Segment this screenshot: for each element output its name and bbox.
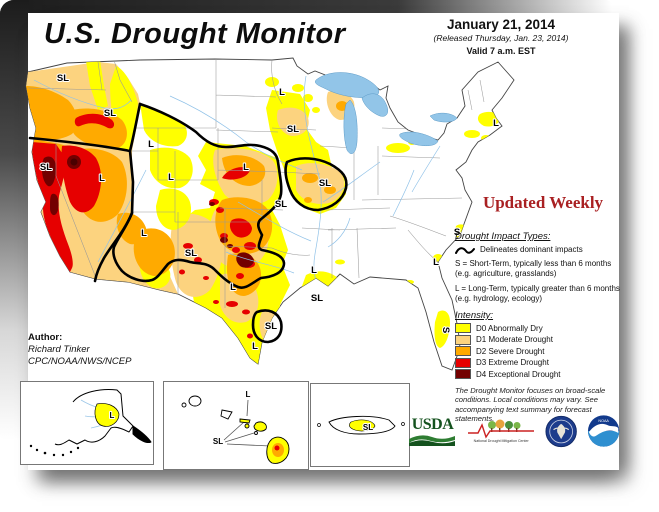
impact-legend: Drought Impact Types: Delineates dominan… — [455, 231, 627, 309]
legend-row-d4: D4 Exceptional Drought — [455, 369, 627, 379]
puerto-rico-d0-region — [349, 419, 376, 432]
ndmc-trees-icon — [468, 419, 535, 439]
alaska-labels: L — [109, 410, 116, 421]
commerce-seal-icon — [545, 415, 578, 447]
impact-label-s: S — [454, 227, 460, 238]
impact-label-sl: SL — [104, 108, 116, 119]
short-term-definition: S = Short-Term, typically less than 6 mo… — [455, 258, 612, 278]
d3-swatch — [455, 357, 471, 368]
state-borders — [27, 59, 485, 308]
frame-top-band — [0, 0, 612, 15]
updated-weekly-note: Updated Weekly — [482, 193, 604, 212]
impact-label-l: L — [99, 173, 105, 184]
release-date: (Released Thursday, Jan. 23, 2014) — [433, 32, 569, 43]
impact-label-l: L — [168, 172, 174, 183]
rivers — [33, 75, 441, 283]
impact-label-l: L — [279, 87, 285, 98]
impact-label-sl: SL — [185, 248, 197, 259]
impact-label-l: L — [243, 162, 249, 173]
impact-label-sl: SL — [213, 437, 223, 446]
impact-label-sl: SL — [275, 199, 287, 210]
impact-label-sl: SL — [287, 124, 299, 135]
d2-label: D2 Severe Drought — [476, 346, 545, 356]
noaa-logo: NOAA — [587, 415, 620, 447]
impact-label-l: L — [493, 118, 499, 129]
puerto-rico-labels: SL — [362, 422, 374, 433]
author-org: CPC/NOAA/NWS/NCEP — [28, 355, 132, 367]
valid-time: Valid 7 a.m. EST — [466, 46, 536, 57]
hawaii-labels: L SL — [212, 389, 252, 447]
usda-fields-icon — [409, 434, 456, 446]
impact-label-l: L — [141, 228, 147, 239]
disclaimer-note: The Drought Monitor focuses on broad-sca… — [455, 386, 606, 424]
delineation-squiggle-icon — [455, 247, 475, 254]
legend-row-d1: D1 Moderate Drought — [455, 334, 627, 345]
impact-legend-heading: Drought Impact Types: — [455, 231, 551, 242]
alaska-d0-region — [94, 403, 120, 427]
puerto-rico-inset: SL — [310, 383, 410, 467]
great-lakes — [315, 72, 458, 154]
impact-label-l: L — [148, 139, 154, 150]
impact-label-sl: SL — [363, 423, 373, 432]
date-block: January 21, 2014 (Released Thursday, Jan… — [428, 17, 574, 57]
agency-logos: USDA National Drought Mitigation Center — [408, 409, 620, 453]
author-heading: Author: — [28, 332, 63, 343]
impact-label-sl: SL — [40, 162, 52, 173]
legend-row-d2: D2 Severe Drought — [455, 346, 627, 356]
author-name: Richard Tinker — [28, 343, 90, 355]
author-block: Author: Richard Tinker CPC/NOAA/NWS/NCEP — [28, 332, 131, 368]
page-title: U.S. Drought Monitor — [44, 18, 346, 50]
ndmc-logo: National Drought Mitigation Center — [466, 419, 536, 444]
ndmc-caption: National Drought Mitigation Center — [473, 439, 529, 444]
alaska-inset: L — [20, 381, 154, 465]
frame-left-band — [0, 0, 29, 440]
d0-label: D0 Abnormally Dry — [476, 323, 543, 333]
impact-label-l: L — [252, 341, 258, 352]
impact-label-s: S — [440, 327, 451, 333]
impact-label-sl: SL — [57, 73, 69, 84]
d0-swatch — [455, 323, 471, 333]
impact-delineation-lines — [28, 102, 348, 344]
map-date: January 21, 2014 — [446, 17, 556, 32]
d4-swatch — [455, 369, 471, 379]
legend-row-d3: D3 Extreme Drought — [455, 357, 627, 368]
impact-label-l: L — [230, 282, 236, 293]
d4-regions — [41, 155, 254, 268]
impact-label-l: L — [311, 265, 317, 276]
d3-label: D3 Extreme Drought — [476, 358, 549, 367]
d1-swatch — [455, 334, 471, 345]
usda-logo: USDA — [408, 415, 457, 446]
impact-label-l: L — [433, 257, 439, 268]
legend-row-d0: D0 Abnormally Dry — [455, 323, 627, 333]
intensity-heading: Intensity: — [455, 310, 494, 321]
impact-label-l: L — [110, 411, 115, 420]
impact-label-sl: SL — [311, 293, 323, 304]
impact-label-sl: SL — [319, 178, 331, 189]
d1-label: D1 Moderate Drought — [476, 335, 553, 344]
intensity-legend: Intensity: D0 Abnormally Dry D1 Moderate… — [455, 310, 627, 381]
long-term-definition: L = Long-Term, typically greater than 6 … — [455, 283, 620, 303]
impact-label-l: L — [246, 390, 251, 399]
delineates-label: Delineates dominant impacts — [480, 244, 583, 254]
impact-label-sl: SL — [265, 321, 277, 332]
hawaii-inset: L SL — [163, 381, 309, 470]
noaa-logo-text: NOAA — [598, 419, 609, 423]
usda-logo-text: USDA — [411, 415, 454, 433]
d2-swatch — [455, 346, 471, 356]
d4-label: D4 Exceptional Drought — [476, 369, 561, 379]
